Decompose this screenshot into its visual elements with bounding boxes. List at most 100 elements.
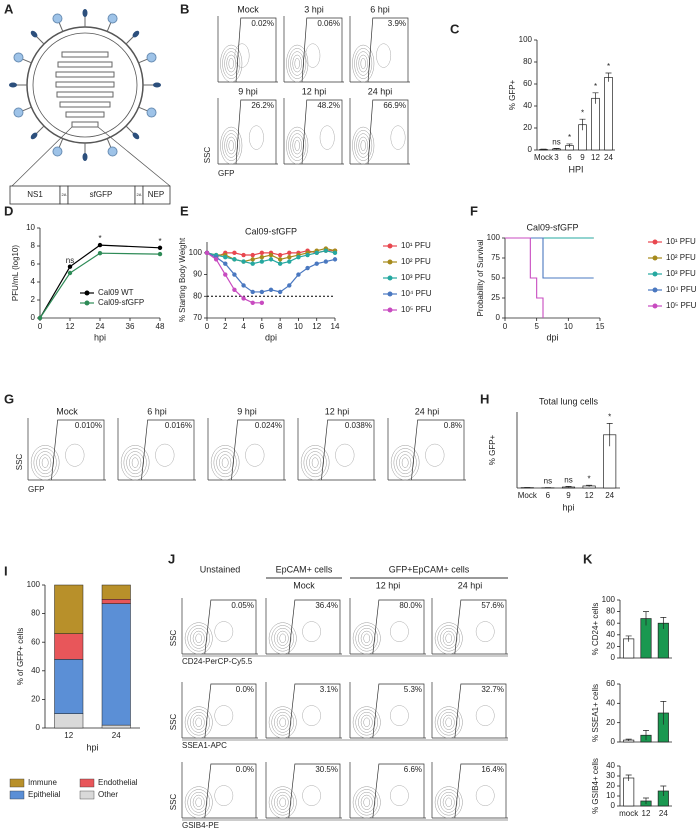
significance: * [607, 62, 610, 71]
axis-label: SSC [203, 147, 212, 164]
legend-label: 10⁵ PFU [401, 305, 432, 314]
contour [187, 625, 210, 652]
contour [286, 126, 309, 165]
contour [268, 622, 297, 655]
point [259, 255, 265, 260]
point [259, 289, 265, 295]
legend-marker [652, 239, 658, 245]
spike-head [52, 13, 63, 24]
contour [274, 711, 292, 733]
y-tick-label: 20 [606, 781, 615, 790]
series-line [39, 252, 161, 319]
panel-label: B [180, 1, 189, 16]
series-line [39, 244, 161, 319]
x-axis-label: hpi [94, 332, 106, 342]
contour [442, 794, 455, 810]
contour [437, 789, 460, 816]
contour [352, 622, 381, 655]
point [223, 272, 228, 277]
significance: ns [552, 137, 560, 146]
legend-label: Epithelial [28, 790, 61, 799]
spike-head [146, 52, 157, 63]
legend-swatch [9, 778, 25, 788]
legend-marker [84, 290, 90, 296]
contour [131, 457, 139, 468]
plot-title: 3 hpi [304, 4, 324, 14]
panel-label: E [180, 203, 189, 218]
contour [220, 44, 243, 83]
contour [356, 133, 371, 158]
contour [352, 706, 381, 739]
gate [288, 763, 341, 819]
gate-percent: 0.05% [231, 601, 254, 610]
error-bar [625, 635, 632, 642]
contour [286, 44, 309, 83]
contour [390, 785, 409, 806]
y-tick-label: 80 [606, 607, 615, 616]
legend-label: Cal09-sfGFP [98, 298, 144, 307]
contour [276, 630, 289, 646]
contour [440, 711, 458, 733]
gate [235, 99, 277, 165]
contour [224, 51, 239, 76]
gate-percent: 30.5% [315, 765, 338, 774]
legend-label: 10⁴ PFU [401, 289, 432, 298]
error-bar [592, 92, 599, 104]
contour [214, 785, 234, 806]
spike-head [30, 132, 38, 140]
point [204, 250, 210, 256]
bar [623, 777, 635, 807]
contour [219, 454, 232, 471]
column-header: Unstained [200, 564, 241, 574]
point [241, 259, 246, 264]
plot-title: 24 hpi [368, 86, 393, 96]
point [67, 270, 73, 276]
error-bar [540, 148, 547, 150]
contour [311, 457, 319, 468]
gate-percent: 6.6% [404, 765, 422, 774]
y-tick-label: 80 [193, 291, 202, 300]
axis-label: GFP [218, 169, 234, 178]
x-axis-label: HPI [568, 164, 583, 174]
contour [363, 633, 371, 644]
axis-label: CD24-PerCP-Cy5.5 [182, 657, 253, 666]
point [287, 250, 292, 256]
contour [425, 443, 445, 467]
significance: ns [544, 477, 552, 486]
spike-head [153, 82, 161, 88]
contour [360, 714, 373, 730]
y-tick-label: 80 [523, 57, 532, 66]
y-tick-label: 60 [606, 679, 615, 688]
contour [190, 791, 208, 813]
y-tick-label: 10 [26, 223, 35, 232]
x-axis-label: hpi [562, 502, 574, 512]
x-tick-label: 9 [566, 491, 571, 500]
x-tick-label: 14 [331, 322, 340, 331]
legend-marker [652, 303, 658, 309]
y-tick-label: 50 [491, 273, 500, 282]
column-header: EpCAM+ cells [276, 564, 333, 574]
spike-head [52, 146, 63, 157]
spike-head [13, 52, 24, 63]
contour [475, 705, 495, 726]
contour [216, 451, 234, 475]
contour [434, 706, 463, 739]
y-tick-label: 100 [519, 35, 533, 44]
error-bar [643, 797, 649, 804]
y-tick-label: 10 [606, 791, 615, 800]
error-bar [625, 738, 632, 742]
contour [279, 717, 287, 728]
contour [360, 794, 373, 810]
point [37, 315, 43, 321]
gate-percent: 32.7% [481, 685, 504, 694]
bar-segment [54, 633, 84, 660]
contour [187, 709, 210, 736]
contour [303, 448, 327, 478]
contour [358, 627, 376, 649]
plot-title: 24 hpi [415, 406, 440, 416]
bar [591, 97, 600, 151]
x-tick-label: 12 [64, 731, 73, 740]
contour [184, 622, 213, 655]
y-tick-label: 0 [611, 801, 616, 810]
